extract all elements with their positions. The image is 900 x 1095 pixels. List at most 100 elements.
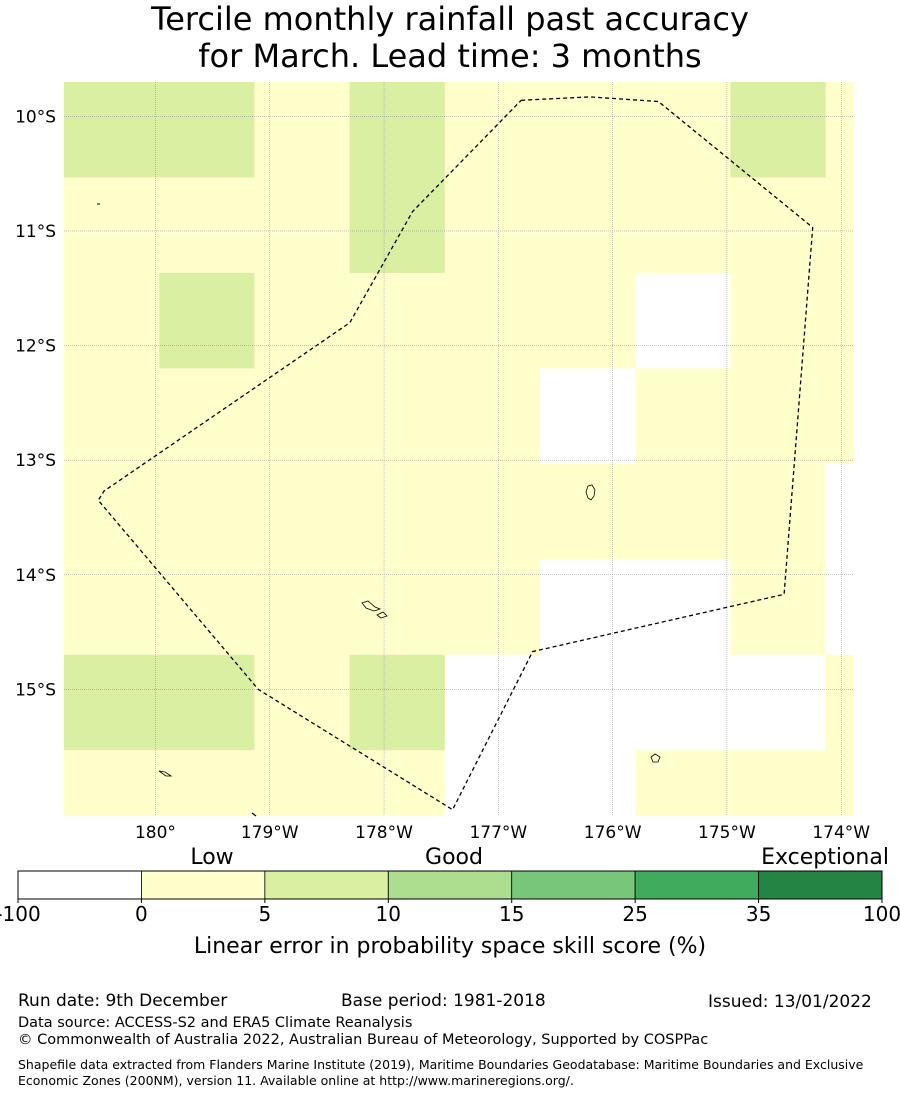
skill-cell xyxy=(254,559,351,656)
colorbar-segment xyxy=(141,870,266,900)
skill-cell xyxy=(159,463,255,560)
skill-cell xyxy=(64,272,160,369)
lon-tick-label: 175°W xyxy=(698,823,756,843)
skill-cell xyxy=(444,750,541,816)
skill-cell xyxy=(64,559,160,656)
skill-cell xyxy=(730,272,827,369)
skill-cell xyxy=(254,463,351,560)
skill-cell xyxy=(349,654,446,751)
colorbar-segment xyxy=(264,870,389,900)
lon-tick-label: 180° xyxy=(135,823,176,843)
lon-tick-label: 176°W xyxy=(584,823,642,843)
colorbar-category-label: Exceptional xyxy=(761,845,889,870)
skill-cell xyxy=(825,82,854,178)
skill-cell xyxy=(254,177,351,274)
copyright-notice: © Commonwealth of Australia 2022, Austra… xyxy=(18,1032,709,1048)
skill-cell xyxy=(64,654,160,751)
island-niuafoou xyxy=(650,753,661,763)
colorbar-segment xyxy=(387,870,513,900)
skill-cell xyxy=(349,272,446,369)
lon-tick-label: 174°W xyxy=(812,823,870,843)
lat-tick-label: 14°S xyxy=(15,566,56,586)
colorbar-tick-label: 15 xyxy=(499,902,524,926)
skill-cell xyxy=(349,559,446,656)
skill-cell xyxy=(254,272,351,369)
skill-cell xyxy=(159,654,255,751)
skill-cell xyxy=(825,559,854,656)
skill-cell xyxy=(635,368,731,465)
skill-cell xyxy=(635,272,731,369)
skill-cell xyxy=(540,654,636,751)
skill-cell xyxy=(444,272,541,369)
skill-cell xyxy=(635,654,731,751)
colorbar-segment xyxy=(634,870,759,900)
skill-cell xyxy=(254,82,351,178)
skill-cell xyxy=(254,750,351,816)
skill-cell xyxy=(349,463,446,560)
colorbar-frame xyxy=(17,870,883,900)
skill-cell xyxy=(825,654,854,751)
skill-cell xyxy=(254,368,351,465)
skill-cell xyxy=(635,559,731,656)
lat-tick-label: 12°S xyxy=(15,337,56,357)
skill-cell xyxy=(349,750,446,816)
skill-cell xyxy=(730,368,827,465)
island-futuna xyxy=(361,600,382,612)
colorbar-category-label: Low xyxy=(190,845,233,870)
skill-cell xyxy=(826,941,900,990)
skill-cell xyxy=(64,82,160,178)
issued-date: Issued: 13/01/2022 xyxy=(708,992,872,1012)
skill-cell xyxy=(825,272,854,369)
skill-cell xyxy=(444,654,541,751)
skill-cell xyxy=(444,368,541,465)
eez-boundary-tail xyxy=(251,812,257,817)
island-southwest xyxy=(158,770,173,777)
lon-tick-label: 177°W xyxy=(469,823,527,843)
skill-cell xyxy=(730,463,827,560)
skill-cell xyxy=(540,368,636,465)
colorbar-segment xyxy=(17,870,142,900)
data-source: Data source: ACCESS-S2 and ERA5 Climate … xyxy=(18,1015,413,1031)
skill-cell xyxy=(159,368,255,465)
map-title-line2: for March. Lead time: 3 months xyxy=(198,37,702,75)
skill-cell xyxy=(540,272,636,369)
colorbar-tick-label: 10 xyxy=(376,902,401,926)
colorbar-tick-label: 35 xyxy=(746,902,771,926)
skill-cell xyxy=(159,559,255,656)
skill-cell xyxy=(635,750,731,816)
colorbar-category-label: Good xyxy=(425,845,483,870)
skill-cell xyxy=(159,750,255,816)
colorbar-segment xyxy=(758,870,883,900)
run-date: Run date: 9th December xyxy=(18,991,228,1011)
island-wallis xyxy=(585,484,596,501)
skill-cell xyxy=(540,177,636,274)
lat-tick-label: 13°S xyxy=(15,451,56,471)
lat-tick-label: 10°S xyxy=(15,107,56,127)
skill-cell xyxy=(444,177,541,274)
colorbar-axis-label: Linear error in probability space skill … xyxy=(194,934,706,959)
skill-cell xyxy=(444,559,541,656)
skill-cell xyxy=(540,82,636,178)
skill-cell xyxy=(540,750,636,816)
skill-cell xyxy=(635,177,731,274)
skill-cell xyxy=(64,941,160,990)
skill-cell xyxy=(64,368,160,465)
lon-tick-label: 178°W xyxy=(355,823,413,843)
skill-cell xyxy=(64,463,160,560)
skill-cell xyxy=(825,368,854,465)
colorbar-tick-label: 0 xyxy=(135,902,148,926)
skill-cell xyxy=(730,750,827,816)
skill-cell xyxy=(159,177,255,274)
lat-tick-label: 15°S xyxy=(15,680,56,700)
base-period: Base period: 1981-2018 xyxy=(341,991,546,1011)
lat-tick-label: 11°S xyxy=(15,222,56,242)
lon-tick-label: 179°W xyxy=(241,823,299,843)
colorbar-tick-label: 100 xyxy=(863,902,900,926)
skill-cell xyxy=(730,177,827,274)
skill-cell xyxy=(635,463,731,560)
colorbar-tick-label: 5 xyxy=(258,902,271,926)
skill-cell xyxy=(349,82,446,178)
shapefile-note: Shapefile data extracted from Flanders M… xyxy=(18,1057,864,1088)
skill-cell xyxy=(540,559,636,656)
skill-cell xyxy=(349,368,446,465)
